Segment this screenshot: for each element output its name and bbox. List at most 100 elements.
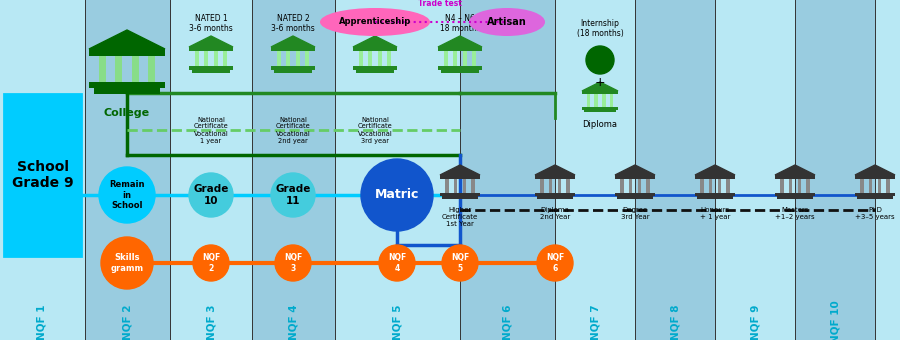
Circle shape [361,159,433,231]
Bar [85,0,170,340]
Bar [615,175,655,178]
Bar [587,94,590,107]
Bar [620,178,624,192]
Polygon shape [855,165,895,175]
Bar [695,175,735,178]
Text: NQF
6: NQF 6 [546,253,564,273]
Text: Diploma: Diploma [582,120,617,129]
Bar [886,178,890,192]
Circle shape [189,173,233,217]
Bar [855,175,895,178]
Ellipse shape [320,8,430,36]
Bar [629,178,633,192]
Bar [775,192,815,195]
Bar [438,47,482,51]
Bar [99,56,105,82]
Text: Remain
in
School: Remain in School [109,180,145,210]
Bar [775,175,815,178]
Bar [540,178,544,192]
Circle shape [379,245,415,281]
Bar [463,51,467,66]
Bar [192,70,230,73]
Bar [615,192,655,195]
Bar [441,70,480,73]
Bar [353,47,397,51]
Circle shape [193,245,229,281]
Text: NQF 5: NQF 5 [392,304,402,340]
Bar [878,178,881,192]
Bar [444,51,447,66]
Bar [778,195,813,199]
Bar [875,0,900,340]
Bar [440,192,480,195]
Bar [440,175,480,178]
Bar [335,0,460,340]
Bar [454,51,457,66]
Bar [148,56,156,82]
Text: Apprenticeship: Apprenticeship [339,17,411,27]
Bar [695,192,735,195]
Text: Honours
+ 1 year: Honours + 1 year [700,207,730,220]
Bar [460,0,555,340]
Bar [537,195,572,199]
Bar [797,178,801,192]
Circle shape [275,245,311,281]
Text: Degree
3rd Year: Degree 3rd Year [621,207,649,220]
Text: Higher
Certificate
1st Year: Higher Certificate 1st Year [442,207,478,227]
Bar [89,82,165,88]
Text: Artisan: Artisan [487,17,526,27]
Polygon shape [440,165,480,175]
Bar [637,178,641,192]
Bar [387,51,392,66]
Text: Internship
(18 months): Internship (18 months) [577,19,624,38]
Text: Skills
gramm: Skills gramm [111,253,144,273]
Bar [368,51,373,66]
Bar [286,51,290,66]
Text: National
Certificate
Vocational
2nd year: National Certificate Vocational 2nd year [275,117,310,143]
Bar [610,94,614,107]
Bar [472,178,475,192]
Text: Matric: Matric [374,188,419,202]
Polygon shape [189,36,233,47]
Bar [555,0,635,340]
Bar [214,51,218,66]
Bar [646,178,650,192]
Bar [595,94,598,107]
Text: NATED 3
3-6 months: NATED 3 3-6 months [353,14,397,33]
Bar [558,178,562,192]
Text: NQF 4: NQF 4 [288,304,298,340]
Bar [535,175,575,178]
Bar [726,178,730,192]
Polygon shape [353,36,397,47]
Bar [274,70,312,73]
Bar [189,66,233,70]
Text: NQF 3: NQF 3 [206,304,216,340]
Text: NATED 2
3-6 months: NATED 2 3-6 months [271,14,315,33]
Text: Grade
11: Grade 11 [275,184,310,206]
Circle shape [99,167,155,223]
Bar [305,51,310,66]
Text: PhD
+3–5 years: PhD +3–5 years [855,207,895,220]
Bar [454,178,457,192]
Bar [115,56,122,82]
Bar [549,178,553,192]
Ellipse shape [469,8,545,36]
Bar [189,47,233,51]
Bar [602,94,606,107]
FancyBboxPatch shape [4,94,81,256]
Text: NQF 2: NQF 2 [122,304,132,340]
Bar [358,51,363,66]
Text: 3-5 year
Trade test: 3-5 year Trade test [418,0,462,8]
Text: NATED 1
3-6 months: NATED 1 3-6 months [189,14,233,33]
Bar [356,70,394,73]
Bar [806,178,810,192]
Circle shape [271,173,315,217]
Text: N4 – N6
18 months: N4 – N6 18 months [439,14,481,33]
Bar [715,0,795,340]
Text: National
Certificate
Vocational
3rd year: National Certificate Vocational 3rd year [357,117,392,143]
Text: College: College [104,108,150,118]
Text: NQF 6: NQF 6 [502,304,512,340]
Text: Masters
+1–2 years: Masters +1–2 years [775,207,814,220]
Bar [194,51,199,66]
Bar [698,195,733,199]
